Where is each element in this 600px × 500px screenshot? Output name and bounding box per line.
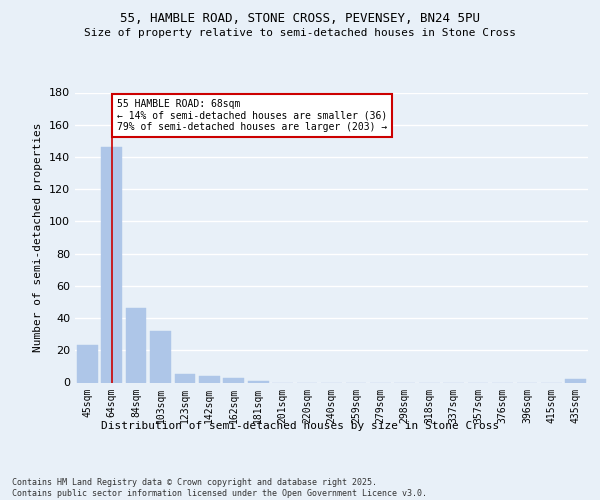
Bar	[150, 331, 171, 382]
Bar	[175, 374, 196, 382]
Text: Contains HM Land Registry data © Crown copyright and database right 2025.
Contai: Contains HM Land Registry data © Crown c…	[12, 478, 427, 498]
Bar	[199, 376, 220, 382]
Bar	[223, 378, 244, 382]
Bar	[77, 346, 98, 383]
Bar	[101, 148, 122, 382]
Text: Distribution of semi-detached houses by size in Stone Cross: Distribution of semi-detached houses by …	[101, 421, 499, 431]
Y-axis label: Number of semi-detached properties: Number of semi-detached properties	[34, 122, 43, 352]
Bar	[125, 308, 146, 382]
Text: 55 HAMBLE ROAD: 68sqm
← 14% of semi-detached houses are smaller (36)
79% of semi: 55 HAMBLE ROAD: 68sqm ← 14% of semi-deta…	[116, 99, 387, 132]
Bar	[248, 381, 269, 382]
Text: 55, HAMBLE ROAD, STONE CROSS, PEVENSEY, BN24 5PU: 55, HAMBLE ROAD, STONE CROSS, PEVENSEY, …	[120, 12, 480, 26]
Bar	[565, 380, 586, 382]
Text: Size of property relative to semi-detached houses in Stone Cross: Size of property relative to semi-detach…	[84, 28, 516, 38]
